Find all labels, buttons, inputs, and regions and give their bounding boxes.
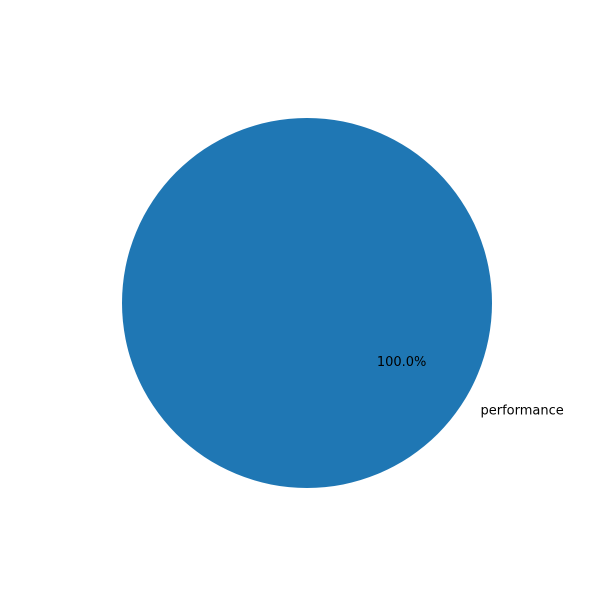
pie-labels: 100.0% performance bbox=[377, 355, 564, 418]
pie-category-label: performance bbox=[480, 403, 563, 418]
pie-percent-label: 100.0% bbox=[377, 355, 427, 370]
pie-slices bbox=[122, 118, 492, 488]
pie-slice-performance bbox=[122, 118, 492, 488]
